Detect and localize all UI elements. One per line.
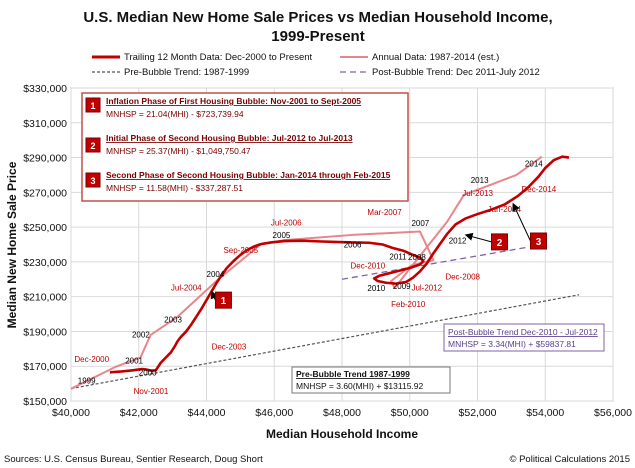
- point-label: 2012: [449, 237, 467, 246]
- series-annual: [70, 155, 543, 390]
- y-tick-label: $330,000: [23, 83, 67, 95]
- phase-3-title: Second Phase of Second Housing Bubble: J…: [106, 170, 391, 180]
- point-label: Jul-2004: [171, 284, 202, 293]
- post-bubble-trend-box: Post-Bubble Trend Dec-2010 - Jul-2012 MN…: [443, 323, 605, 352]
- marker-box: [491, 233, 509, 251]
- point-label: 2014: [525, 160, 543, 169]
- x-tick-label: $44,000: [188, 407, 226, 419]
- footer-credit: © Political Calculations 2015: [509, 454, 630, 465]
- marker-arrow: [210, 290, 219, 301]
- phase-1-num: 1: [90, 101, 95, 111]
- chart-title-line1: U.S. Median New Home Sale Prices vs Medi…: [83, 9, 552, 26]
- post-bubble-trend-line: [341, 246, 529, 280]
- y-tick-label: $210,000: [23, 292, 67, 304]
- x-tick-label: $50,000: [391, 407, 429, 419]
- x-axis: $40,000 $42,000 $44,000 $46,000 $48,000 $50,0…: [52, 407, 632, 419]
- x-axis-label: Median Household Income: [266, 427, 418, 441]
- x-tick-label: $56,000: [594, 407, 632, 419]
- point-label: Jan-2014: [488, 205, 522, 214]
- point-label: Jul-2013: [462, 189, 493, 198]
- point-label: 2003: [164, 315, 182, 324]
- x-tick-label: $54,000: [526, 407, 564, 419]
- phase-3-num: 3: [90, 176, 95, 186]
- legend-annual: Annual Data: 1987-2014 (est.): [372, 52, 499, 63]
- point-label: Dec-2003: [212, 343, 247, 352]
- phase-2-formula: MNHSP = 25.37(MHI) - $1,049,750.47: [106, 146, 251, 156]
- point-label: Dec-2000: [74, 355, 109, 364]
- phase-2-title: Initial Phase of Second Housing Bubble: …: [106, 133, 353, 143]
- point-label: Dec-2014: [522, 185, 557, 194]
- phase-1: 1 Inflation Phase of First Housing Bubbl…: [85, 96, 361, 119]
- point-label: Dec-2010: [350, 261, 385, 270]
- phase-2-num: 2: [90, 141, 95, 151]
- pre-bubble-trend-line: [70, 294, 580, 390]
- point-label: 1999: [78, 376, 96, 385]
- post-trend-formula: MNHSP = 3.34(MHI) + $59837.81: [448, 339, 576, 349]
- pre-bubble-trend-box: Pre-Bubble Trend 1987-1999 MNHSP = 3.60(…: [291, 366, 451, 394]
- point-label: 2010: [367, 284, 385, 293]
- y-axis: $150,000 $170,000 $190,000 $210,000 $230,000…: [23, 83, 67, 408]
- point-label: Feb-2010: [391, 300, 426, 309]
- marker-number: 2: [497, 238, 503, 249]
- point-label: Mar-2007: [367, 208, 402, 217]
- x-tick-label: $40,000: [52, 407, 90, 419]
- point-label: 2002: [132, 331, 150, 340]
- phase-1-title: Inflation Phase of First Housing Bubble:…: [106, 96, 361, 106]
- marker-arrow: [464, 232, 492, 243]
- y-tick-label: $270,000: [23, 187, 67, 199]
- x-tick-label: $46,000: [255, 407, 293, 419]
- point-label: 2011: [389, 252, 407, 261]
- post-trend-title: Post-Bubble Trend Dec-2010 - Jul-2012: [448, 327, 598, 337]
- point-label: 2000: [139, 368, 157, 377]
- x-tick-label: $48,000: [323, 407, 361, 419]
- y-tick-label: $250,000: [23, 222, 67, 234]
- phase-3: 3 Second Phase of Second Housing Bubble:…: [85, 170, 391, 193]
- y-tick-label: $150,000: [23, 396, 67, 408]
- marker-box: [529, 232, 547, 250]
- point-label: 2006: [344, 240, 362, 249]
- x-tick-label: $52,000: [459, 407, 497, 419]
- legend-trailing: Trailing 12 Month Data: Dec-2000 to Pres…: [124, 52, 313, 63]
- trend-lines: [70, 246, 580, 390]
- legend-pre: Pre-Bubble Trend: 1987-1999: [124, 67, 249, 78]
- phase-equations-box: 1 Inflation Phase of First Housing Bubbl…: [81, 92, 409, 202]
- marker-arrow: [512, 202, 531, 242]
- phase-2: 2 Initial Phase of Second Housing Bubble…: [85, 133, 353, 156]
- point-label: Sep-2005: [223, 246, 258, 255]
- marker-number: 1: [221, 296, 227, 307]
- phase-markers: 1 2 3: [210, 202, 547, 309]
- footer-sources: Sources: U.S. Census Bureau, Sentier Res…: [4, 454, 263, 465]
- y-axis-label: Median New Home Sale Price: [5, 161, 19, 328]
- x-tick-label: $42,000: [120, 407, 158, 419]
- phase-3-formula: MNHSP = 11.58(MHI) - $337,287.51: [106, 183, 243, 193]
- y-tick-label: $310,000: [23, 118, 67, 130]
- point-label: 2009: [393, 282, 411, 291]
- y-tick-label: $190,000: [23, 326, 67, 338]
- point-label: 2001: [125, 356, 143, 365]
- point-label: Nov-2001: [134, 387, 169, 396]
- y-tick-label: $170,000: [23, 361, 67, 373]
- marker-box: [214, 291, 232, 309]
- point-label: 2007: [411, 219, 429, 228]
- point-label: 2004: [207, 270, 225, 279]
- point-label: Jul-2012: [411, 284, 442, 293]
- point-label: Jul-2006: [271, 218, 302, 227]
- pre-trend-title: Pre-Bubble Trend 1987-1999: [296, 369, 410, 379]
- legend: Trailing 12 Month Data: Dec-2000 to Pres…: [92, 52, 540, 78]
- chart-title-line2: 1999-Present: [271, 28, 364, 45]
- point-label: 2013: [471, 176, 489, 185]
- point-labels: 1999 Dec-2000 2000 2001 Nov-2001 2002 2003 Dec-…: [74, 160, 556, 396]
- point-label: 2005: [273, 231, 291, 240]
- phase-1-formula: MNHSP = 21.04(MHI) - $723,739.94: [106, 109, 244, 119]
- y-tick-label: $230,000: [23, 257, 67, 269]
- point-label: Dec-2008: [445, 272, 480, 281]
- series-trailing: [109, 155, 570, 374]
- point-label: 2008: [408, 253, 426, 262]
- y-tick-label: $290,000: [23, 153, 67, 165]
- marker-number: 3: [536, 237, 542, 248]
- series: [70, 155, 570, 390]
- pre-trend-formula: MNHSP = 3.60(MHI) + $13115.92: [296, 381, 424, 391]
- legend-post: Post-Bubble Trend: Dec 2011-July 2012: [372, 67, 540, 78]
